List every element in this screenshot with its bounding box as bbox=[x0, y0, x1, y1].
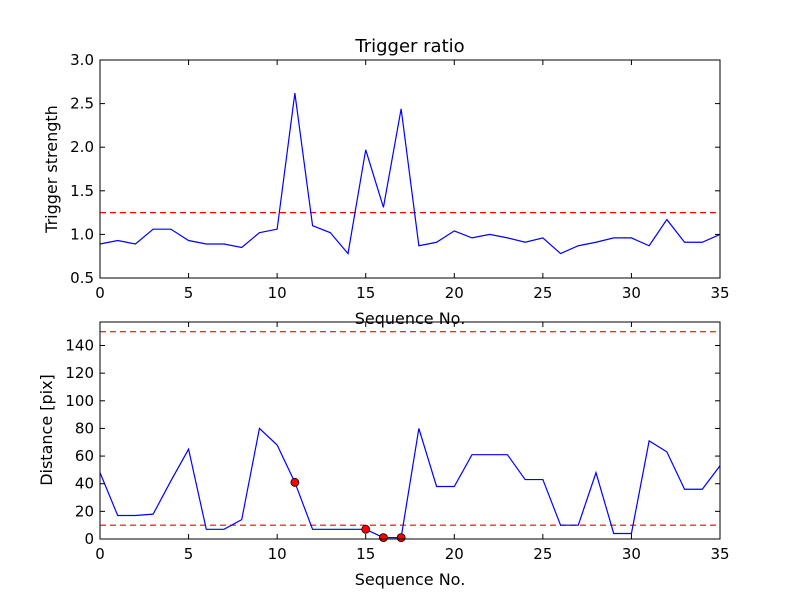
distance-panel: 0 5 10 15 20 25 30 35 0 20 40 60 80 100 120 140 Sequenc… bbox=[37, 321, 730, 589]
x-tick-label: 0 bbox=[95, 284, 105, 302]
series-line-0 bbox=[99, 427, 721, 539]
y-tick-label: 0.5 bbox=[70, 269, 94, 287]
y-tick-label: 1.0 bbox=[70, 225, 94, 243]
x-tick-label: 15 bbox=[356, 545, 375, 563]
y-tick-label: 80 bbox=[75, 419, 94, 437]
x-axis-label: Sequence No. bbox=[355, 309, 466, 328]
x-tick-label: 5 bbox=[184, 545, 194, 563]
y-tick-label: 2.0 bbox=[70, 138, 94, 156]
y-axis-label: Trigger strength bbox=[42, 105, 61, 234]
y-tick-label: 60 bbox=[75, 447, 94, 465]
x-tick-label: 0 bbox=[95, 545, 105, 563]
chart-title: Trigger ratio bbox=[354, 36, 464, 57]
x-tick-label: 15 bbox=[356, 284, 375, 302]
x-tick-label: 20 bbox=[445, 545, 464, 563]
y-tick-label: 140 bbox=[65, 336, 94, 354]
distance-plot-area bbox=[99, 331, 721, 543]
trigger-ratio-panel: Trigger ratio 0 5 10 15 20 25 30 35 0.5 1.0 1.5 2.0… bbox=[42, 36, 730, 328]
trigger-plot-frame bbox=[99, 59, 721, 279]
trigger-plot-area bbox=[99, 93, 721, 255]
y-tick-label: 1.5 bbox=[70, 182, 94, 200]
x-tick-label: 30 bbox=[622, 545, 641, 563]
x-tick-label: 10 bbox=[268, 545, 287, 563]
y-tick-label: 0 bbox=[84, 530, 94, 548]
y-tick-label: 2.5 bbox=[70, 95, 94, 113]
data-point-marker bbox=[379, 533, 388, 543]
trigger-axis-ticks: 0 5 10 15 20 25 30 35 0.5 1.0 1.5 2.0 2.5 3.0 bbox=[70, 51, 729, 302]
distance-plot-frame bbox=[99, 321, 721, 540]
x-tick-label: 25 bbox=[533, 545, 552, 563]
y-tick-label: 3.0 bbox=[70, 51, 94, 69]
x-tick-label: 30 bbox=[622, 284, 641, 302]
y-tick-label: 100 bbox=[65, 392, 94, 410]
data-point-marker bbox=[290, 477, 300, 487]
y-tick-label: 40 bbox=[75, 475, 94, 493]
y-tick-label: 20 bbox=[75, 502, 94, 520]
data-point-marker bbox=[361, 524, 371, 534]
x-tick-label: 20 bbox=[445, 284, 464, 302]
x-tick-label: 25 bbox=[533, 284, 552, 302]
data-point-marker bbox=[396, 533, 406, 543]
y-axis-label: Distance [pix] bbox=[37, 374, 56, 486]
x-axis-label: Sequence No. bbox=[355, 570, 466, 589]
x-tick-label: 35 bbox=[710, 284, 729, 302]
x-tick-label: 5 bbox=[184, 284, 194, 302]
distance-axis-ticks: 0 5 10 15 20 25 30 35 0 20 40 60 80 100 120 140 bbox=[65, 322, 730, 563]
x-tick-label: 10 bbox=[268, 284, 287, 302]
y-tick-label: 120 bbox=[65, 364, 94, 382]
series-line-0 bbox=[99, 93, 721, 255]
x-tick-label: 35 bbox=[710, 545, 729, 563]
